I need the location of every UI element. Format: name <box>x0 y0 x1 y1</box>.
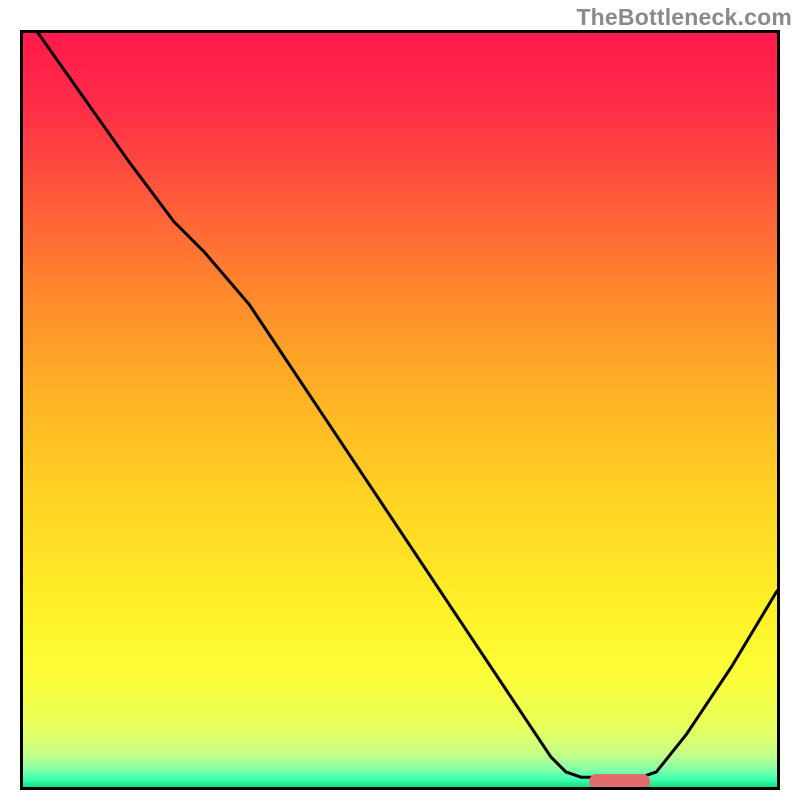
chart-container: TheBottleneck.com <box>0 0 800 800</box>
bottleneck-curve <box>23 33 777 787</box>
plot-area <box>20 30 780 790</box>
optimal-marker <box>589 774 650 789</box>
watermark-text: TheBottleneck.com <box>576 4 792 31</box>
